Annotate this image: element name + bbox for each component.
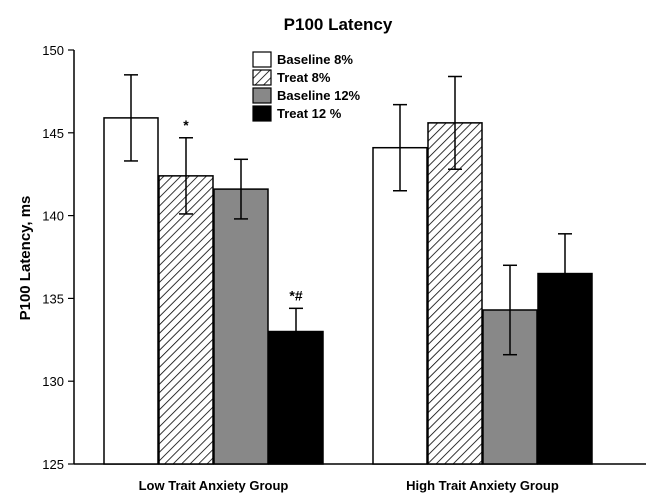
y-axis-label: P100 Latency, ms	[17, 196, 34, 321]
significance-marker: *	[183, 117, 189, 133]
y-tick-label: 125	[42, 457, 64, 472]
y-tick-label: 130	[42, 374, 64, 389]
category-label: High Trait Anxiety Group	[406, 478, 559, 493]
legend-swatch	[252, 69, 272, 86]
category-labels: Low Trait Anxiety Group High Trait Anxiet…	[139, 478, 559, 493]
legend-swatch	[252, 105, 272, 122]
legend-label: Baseline 8%	[277, 52, 353, 67]
legend-swatch	[252, 87, 272, 104]
legend-swatch	[252, 51, 272, 68]
category-label: Low Trait Anxiety Group	[139, 478, 289, 493]
significance-marker: *#	[289, 287, 302, 303]
y-tick-label: 145	[42, 126, 64, 141]
legend-label: Treat 8%	[277, 70, 331, 85]
bar	[372, 146, 428, 465]
bar	[158, 175, 214, 465]
error-bars	[124, 74, 572, 356]
legend-label: Treat 12 %	[277, 106, 342, 121]
y-tick-label: 150	[42, 43, 64, 58]
y-tick-label: 140	[42, 209, 64, 224]
legend: Baseline 8% Treat 8% Baseline 12% Treat 12 …	[252, 51, 361, 122]
bars	[103, 117, 593, 465]
y-tick-label: 135	[42, 291, 64, 306]
annotations: * *#	[183, 117, 303, 304]
legend-label: Baseline 12%	[277, 88, 361, 103]
bar	[103, 117, 159, 465]
bar	[427, 122, 483, 465]
bar	[213, 188, 269, 465]
chart-title: P100 Latency	[284, 15, 393, 34]
